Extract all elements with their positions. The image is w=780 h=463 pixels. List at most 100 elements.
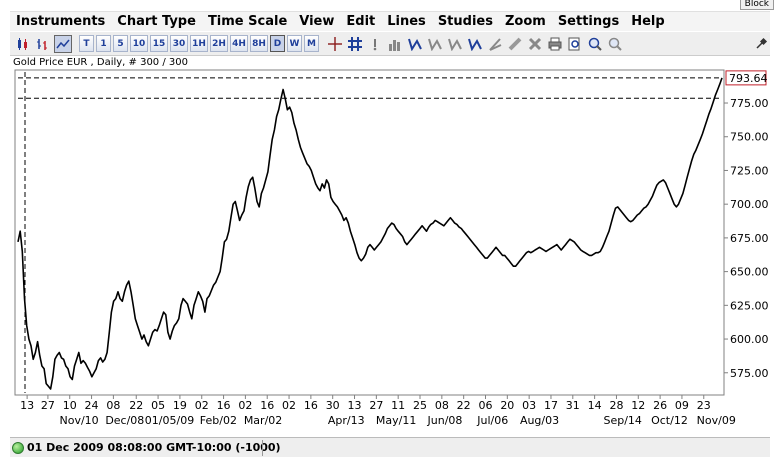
candlestick-icon[interactable] — [14, 35, 32, 53]
status-datetime: 01 Dec 2009 08:08:00 GMT-10:00 (-1000) — [27, 441, 281, 454]
pin-icon[interactable] — [752, 35, 770, 53]
window-top-bar: Block — [0, 0, 780, 11]
x-tick-label: 31 — [566, 399, 580, 412]
x-tick-label: 16 — [260, 399, 274, 412]
x-month-label: Feb/02 — [200, 414, 237, 427]
delete-icon[interactable] — [526, 35, 544, 53]
x-tick-label: 10 — [63, 399, 77, 412]
menu-settings[interactable]: Settings — [557, 14, 620, 29]
timeframe-m-button[interactable]: M — [304, 35, 319, 52]
timeframe-1h-button[interactable]: 1H — [190, 35, 208, 52]
menu-chart-type[interactable]: Chart Type — [117, 14, 196, 29]
x-tick-label: 30 — [326, 399, 340, 412]
x-month-label: Nov/09 — [697, 414, 736, 427]
x-month-label: Jul/06 — [476, 414, 508, 427]
y-tick-label: 600.00 — [730, 333, 769, 346]
timeframe-5-button[interactable]: 5 — [113, 35, 128, 52]
x-month-label: Apr/13 — [328, 414, 365, 427]
x-tick-label: 24 — [85, 399, 99, 412]
menu-instruments[interactable]: Instruments — [16, 14, 106, 29]
menu-view[interactable]: View — [299, 14, 335, 29]
crosshair-icon[interactable] — [326, 35, 344, 53]
y-tick-label: 700.00 — [730, 198, 769, 211]
x-tick-label: 22 — [129, 399, 143, 412]
toolbar: T 1 5 10 15 30 1H 2H 4H 8H D W M — [10, 32, 770, 56]
timeframe-8h-button[interactable]: 8H — [250, 35, 268, 52]
price-badge-box — [725, 70, 767, 86]
x-month-label: Oct/12 — [651, 414, 688, 427]
timeframe-1-button[interactable]: 1 — [96, 35, 111, 52]
x-tick-label: 09 — [675, 399, 689, 412]
zoom-out-icon[interactable] — [606, 35, 624, 53]
line-tool-icon[interactable] — [446, 35, 464, 53]
y-tick-label: 725.00 — [730, 164, 769, 177]
menu-lines[interactable]: Lines — [387, 14, 426, 29]
line-chart-icon[interactable] — [54, 34, 72, 53]
x-tick-label: 23 — [697, 399, 711, 412]
x-tick-label: 16 — [217, 399, 231, 412]
timeframe-d-button[interactable]: D — [270, 35, 285, 52]
x-tick-label: 26 — [653, 399, 667, 412]
x-tick-label: 27 — [369, 399, 383, 412]
x-tick-label: 19 — [173, 399, 187, 412]
x-tick-label: 13 — [20, 399, 34, 412]
menu-bar: Instruments Chart Type Time Scale View E… — [10, 11, 770, 31]
x-tick-label: 02 — [238, 399, 252, 412]
x-tick-label: 12 — [631, 399, 645, 412]
info-icon[interactable] — [366, 35, 384, 53]
y-tick-label: 575.00 — [730, 367, 769, 380]
plot-area — [14, 69, 725, 396]
timeframe-t-button[interactable]: T — [79, 35, 94, 52]
grid-icon[interactable] — [346, 35, 364, 53]
timeframe-4h-button[interactable]: 4H — [230, 35, 248, 52]
y-tick-label: 750.00 — [730, 131, 769, 144]
bar-chart-icon[interactable] — [34, 35, 52, 53]
timeframe-10-button[interactable]: 10 — [130, 35, 148, 52]
print-icon[interactable] — [546, 35, 564, 53]
x-tick-label: 16 — [304, 399, 318, 412]
x-month-label: May/11 — [376, 414, 416, 427]
connection-status-icon — [12, 441, 24, 454]
x-tick-label: 27 — [41, 399, 55, 412]
x-tick-label: 03 — [522, 399, 536, 412]
timeframe-30-button[interactable]: 30 — [170, 35, 188, 52]
fan-tool-icon[interactable] — [486, 35, 504, 53]
x-month-label: Sep/14 — [603, 414, 641, 427]
x-tick-label: 28 — [609, 399, 623, 412]
line-tool-icon[interactable] — [426, 35, 444, 53]
timeframe-2h-button[interactable]: 2H — [210, 35, 228, 52]
y-tick-label: 625.00 — [730, 299, 769, 312]
menu-studies[interactable]: Studies — [437, 14, 493, 29]
line-tool-icon[interactable] — [466, 35, 484, 53]
chart-title: Gold Price EUR , Daily, # 300 / 300 — [13, 57, 188, 68]
pencil-icon[interactable] — [506, 35, 524, 53]
x-month-label: Aug/03 — [520, 414, 559, 427]
x-tick-label: 02 — [195, 399, 209, 412]
y-tick-label: 650.00 — [730, 266, 769, 279]
timeframe-w-button[interactable]: W — [287, 35, 302, 52]
x-tick-label: 05 — [151, 399, 165, 412]
block-button[interactable]: Block — [739, 0, 774, 10]
x-month-label: Dec/08 — [105, 414, 144, 427]
x-tick-label: 11 — [391, 399, 405, 412]
timeframe-15-button[interactable]: 15 — [150, 35, 168, 52]
x-tick-label: 02 — [282, 399, 296, 412]
menu-time-scale[interactable]: Time Scale — [207, 14, 288, 29]
status-divider — [262, 440, 263, 456]
x-tick-label: 17 — [544, 399, 558, 412]
y-tick-label: 775.00 — [730, 97, 769, 110]
menu-edit[interactable]: Edit — [346, 14, 376, 29]
histogram-icon[interactable] — [386, 35, 404, 53]
x-month-label: Jun/08 — [427, 414, 463, 427]
x-tick-label: 08 — [435, 399, 449, 412]
x-tick-label: 13 — [348, 399, 362, 412]
menu-zoom[interactable]: Zoom — [504, 14, 546, 29]
zoom-page-icon[interactable] — [566, 35, 584, 53]
zoom-in-icon[interactable] — [586, 35, 604, 53]
y-tick-label: 675.00 — [730, 232, 769, 245]
menu-help[interactable]: Help — [631, 14, 665, 29]
status-bar: 01 Dec 2009 08:08:00 GMT-10:00 (-1000) — [10, 437, 770, 457]
x-month-label: Nov/10 — [60, 414, 99, 427]
line-tool-icon[interactable] — [406, 35, 424, 53]
